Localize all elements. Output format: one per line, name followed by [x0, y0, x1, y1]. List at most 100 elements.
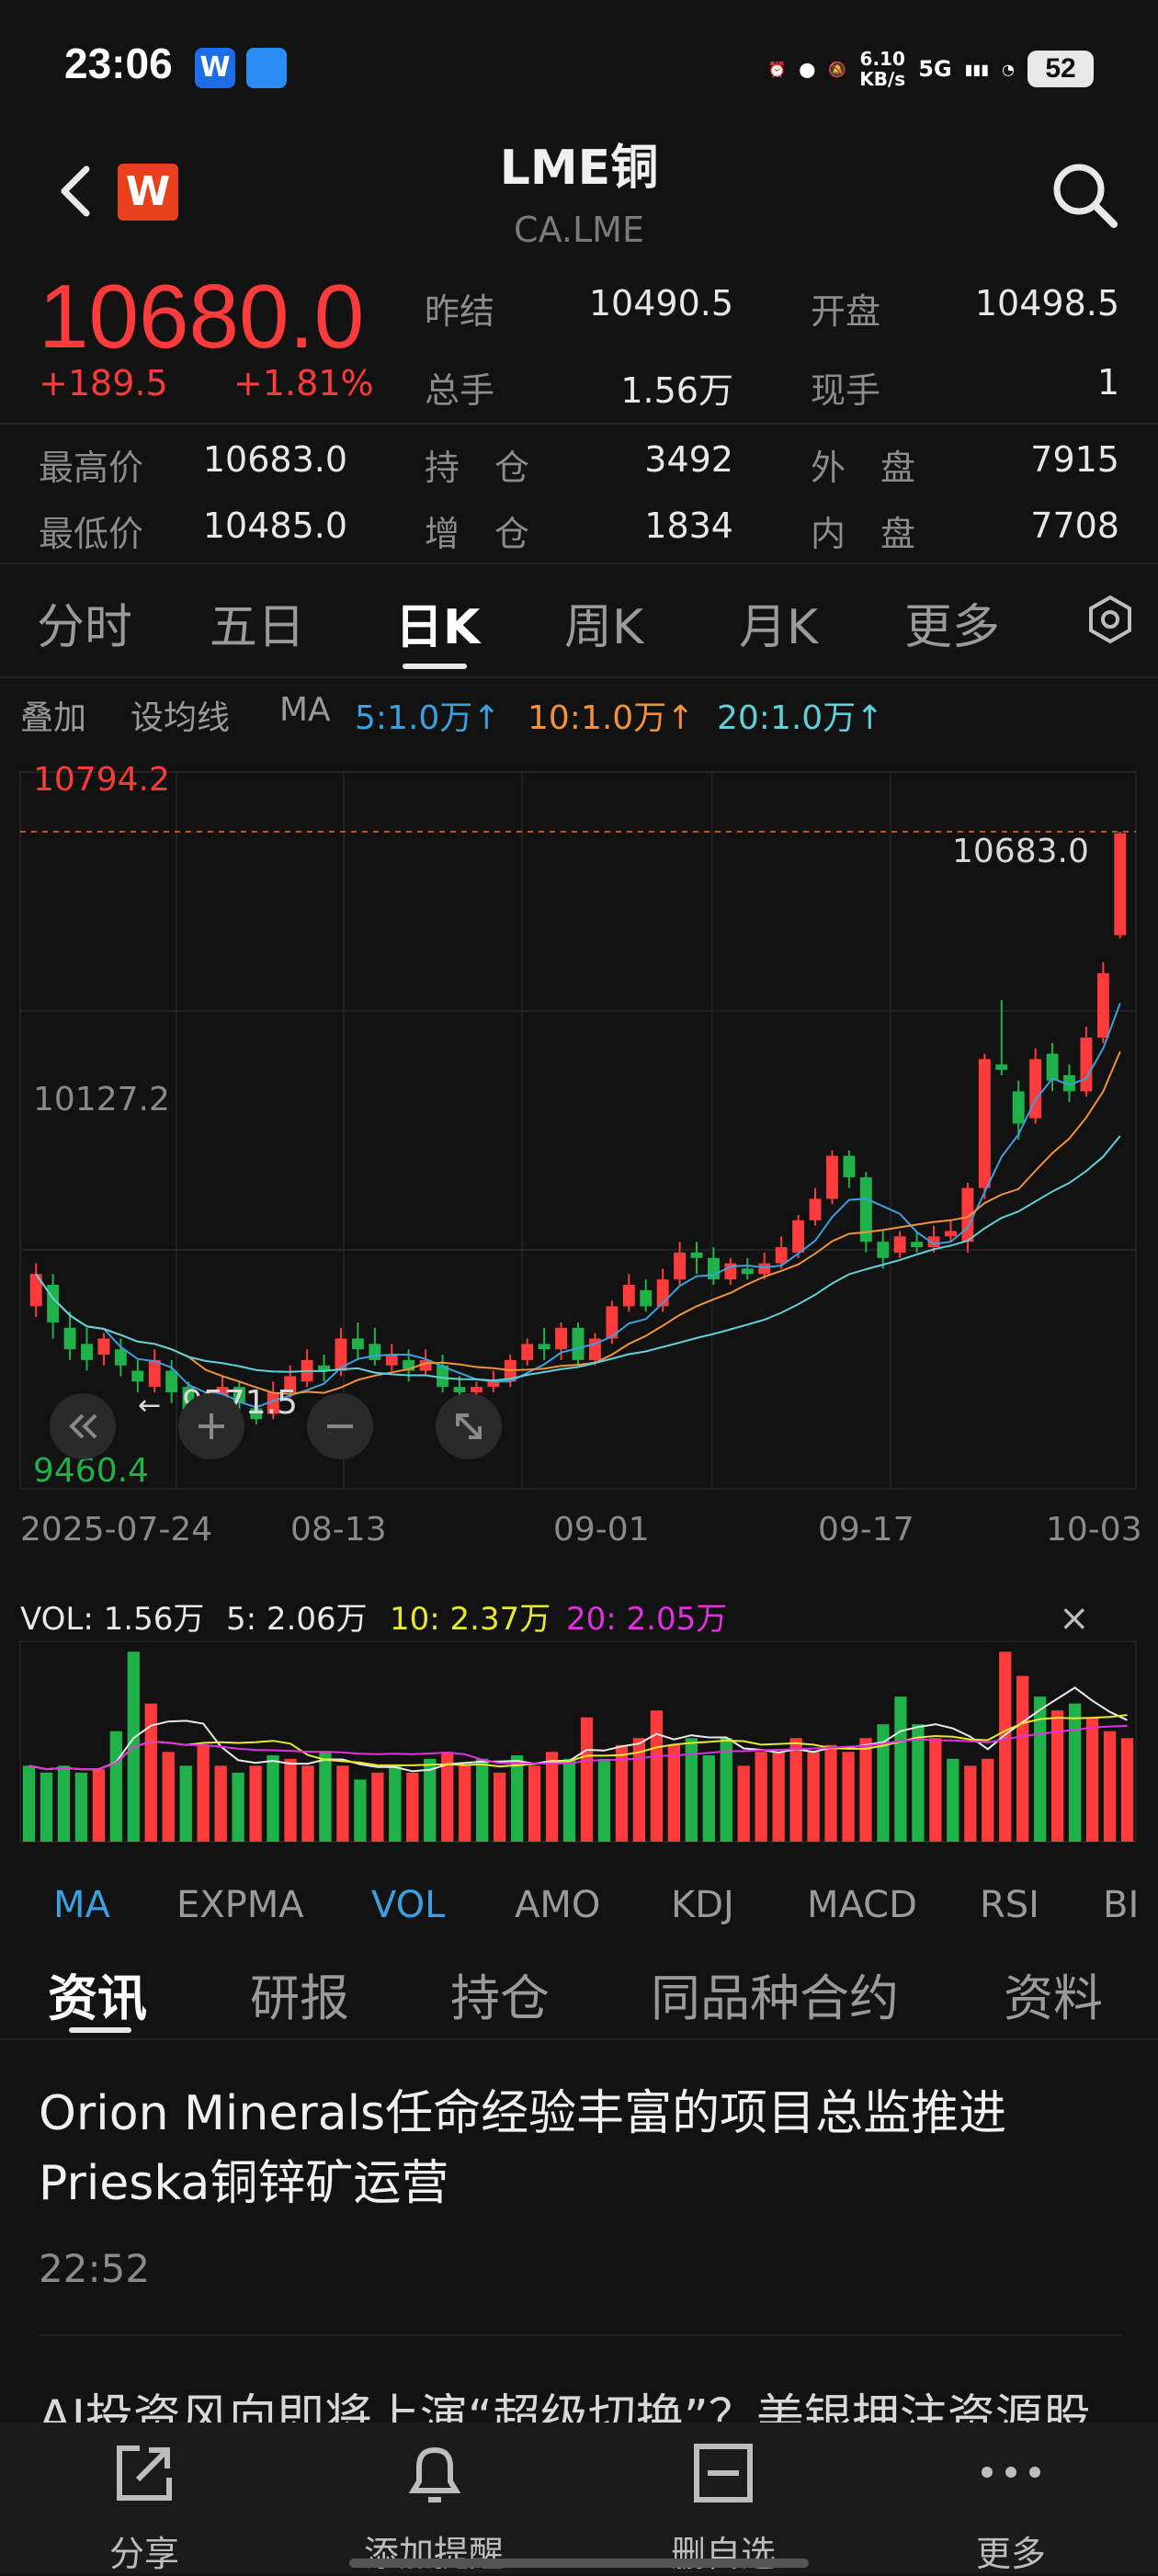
scroll-left-button[interactable] — [50, 1393, 116, 1459]
volume-bar — [371, 1772, 384, 1842]
candlestick-chart[interactable] — [0, 754, 1158, 1507]
ma10-value: 10:1.0万↑ — [528, 699, 695, 737]
candle-body — [453, 1387, 466, 1392]
indicator-tab-rsi[interactable]: RSI — [980, 1884, 1039, 1926]
settings-icon[interactable] — [1084, 594, 1136, 645]
more-icon[interactable] — [978, 2454, 1044, 2491]
volume-bar — [336, 1765, 349, 1842]
share-icon[interactable] — [112, 2441, 176, 2505]
y-axis-mid-label: 10127.2 — [33, 1081, 170, 1118]
candle-body — [29, 1274, 42, 1307]
open-value: 10498.5 — [974, 283, 1119, 323]
tab-monthly-k[interactable]: 月K — [739, 600, 819, 655]
tab-intraday[interactable]: 分时 — [37, 600, 133, 655]
page-title: LME铜 — [499, 141, 659, 196]
volume-bar — [947, 1758, 959, 1842]
candle-body — [1012, 1091, 1025, 1124]
candle-body — [385, 1355, 398, 1366]
candle-body — [521, 1344, 534, 1360]
candle-body — [945, 1231, 957, 1237]
volume-bar — [459, 1765, 471, 1842]
indicator-tab-bi[interactable]: BI — [1103, 1884, 1140, 1926]
vol10-value: 10: 2.37万 — [390, 1601, 551, 1638]
indicator-tab-expma[interactable]: EXPMA — [176, 1884, 304, 1926]
bottom-bar — [0, 2423, 1158, 2573]
tab-research[interactable]: 研报 — [250, 1969, 349, 2027]
volume-bar — [982, 1758, 994, 1842]
low-value: 10485.0 — [202, 505, 347, 546]
volume-bar — [162, 1752, 175, 1842]
tab-positions[interactable]: 持仓 — [450, 1969, 550, 2027]
search-icon[interactable] — [1048, 158, 1121, 232]
high-value: 10683.0 — [202, 439, 347, 480]
minus-icon — [327, 1424, 353, 1428]
candle-body — [978, 1059, 991, 1188]
zoom-out-button[interactable] — [307, 1393, 373, 1459]
candle-body — [148, 1359, 161, 1388]
tab-related-contracts[interactable]: 同品种合约 — [651, 1969, 899, 2027]
date-label: 2025-07-24 — [20, 1511, 213, 1549]
volume-bar — [1085, 1717, 1099, 1842]
indicator-tab-kdj[interactable]: KDJ — [671, 1884, 734, 1926]
candle-body — [690, 1252, 703, 1258]
candle-body — [792, 1220, 805, 1253]
tab-profile[interactable]: 资料 — [1004, 1969, 1103, 2027]
volume-bar — [249, 1765, 262, 1842]
volume-bar — [406, 1772, 419, 1842]
tab-daily-k[interactable]: 日K — [395, 600, 481, 655]
tab-five-day[interactable]: 五日 — [210, 600, 306, 655]
volume-bar — [859, 1738, 872, 1842]
wifi-icon: ◔ — [1002, 60, 1015, 78]
candle-body — [826, 1155, 838, 1199]
candle-body — [741, 1268, 754, 1275]
remove-watchlist-icon[interactable] — [691, 2441, 755, 2505]
share-button[interactable]: 分享 — [108, 2534, 179, 2574]
back-icon[interactable] — [53, 164, 99, 219]
volume-bar — [528, 1765, 541, 1842]
volume-bar — [424, 1758, 437, 1842]
volume-bar — [720, 1738, 732, 1842]
more-button[interactable]: 更多 — [975, 2534, 1046, 2574]
location-icon: ⬤ — [799, 60, 816, 78]
set-ma-button[interactable]: 设均线 — [131, 699, 231, 737]
tab-news[interactable]: 资讯 — [48, 1969, 147, 2027]
tab-more[interactable]: 更多 — [904, 600, 1001, 655]
ma5-value: 5:1.0万↑ — [355, 699, 501, 737]
signal-bars-icon: ▮▮▮ — [964, 60, 990, 78]
date-label: 09-01 — [553, 1511, 650, 1549]
open-interest-value: 3492 — [644, 439, 733, 480]
volume-bar — [1068, 1703, 1082, 1842]
candle-body — [1096, 972, 1109, 1038]
volume-chart[interactable] — [0, 1636, 1158, 1856]
news-item-title[interactable]: Orion Minerals任命经验丰富的项目总监推进Prieska铜锌矿运营 — [39, 2086, 1007, 2211]
candle-body — [961, 1187, 974, 1243]
candle-body — [114, 1349, 127, 1366]
volume-bar — [999, 1651, 1012, 1842]
bell-icon[interactable] — [403, 2441, 467, 2509]
ma20-line — [35, 1135, 1121, 1382]
indicator-tab-macd[interactable]: MACD — [807, 1884, 917, 1926]
volume-bar — [685, 1738, 698, 1842]
date-label: 08-13 — [290, 1511, 387, 1549]
status-icons: ⏰ ⬤ 🔕 6.10 KB/s 5G ▮▮▮ ◔ 52 — [768, 46, 1094, 92]
add-alert-button[interactable]: 添加提醒 — [363, 2534, 504, 2574]
indicator-tab-ma[interactable]: MA — [53, 1884, 110, 1926]
divider — [39, 2334, 1121, 2336]
candle-body — [758, 1263, 771, 1275]
volume-bar — [510, 1755, 524, 1842]
remove-watchlist-button[interactable]: 删自选 — [670, 2534, 776, 2574]
tab-weekly-k[interactable]: 周K — [564, 600, 644, 655]
indicator-tab-amo[interactable]: AMO — [515, 1884, 601, 1926]
indicator-tab-vol[interactable]: VOL — [371, 1884, 446, 1926]
overlay-button[interactable]: 叠加 — [20, 699, 87, 737]
signal-label: 5G — [918, 56, 952, 82]
volume-bar — [22, 1765, 36, 1842]
candle-body — [877, 1242, 890, 1258]
home-indicator — [349, 2559, 809, 2568]
volume-bar — [807, 1752, 820, 1842]
fullscreen-button[interactable] — [436, 1393, 502, 1459]
close-icon[interactable]: × — [1059, 1597, 1090, 1640]
net-speed: 6.10 KB/s — [859, 48, 906, 90]
zoom-in-button[interactable] — [178, 1393, 244, 1459]
open-interest-label: 持 仓 — [425, 448, 530, 488]
